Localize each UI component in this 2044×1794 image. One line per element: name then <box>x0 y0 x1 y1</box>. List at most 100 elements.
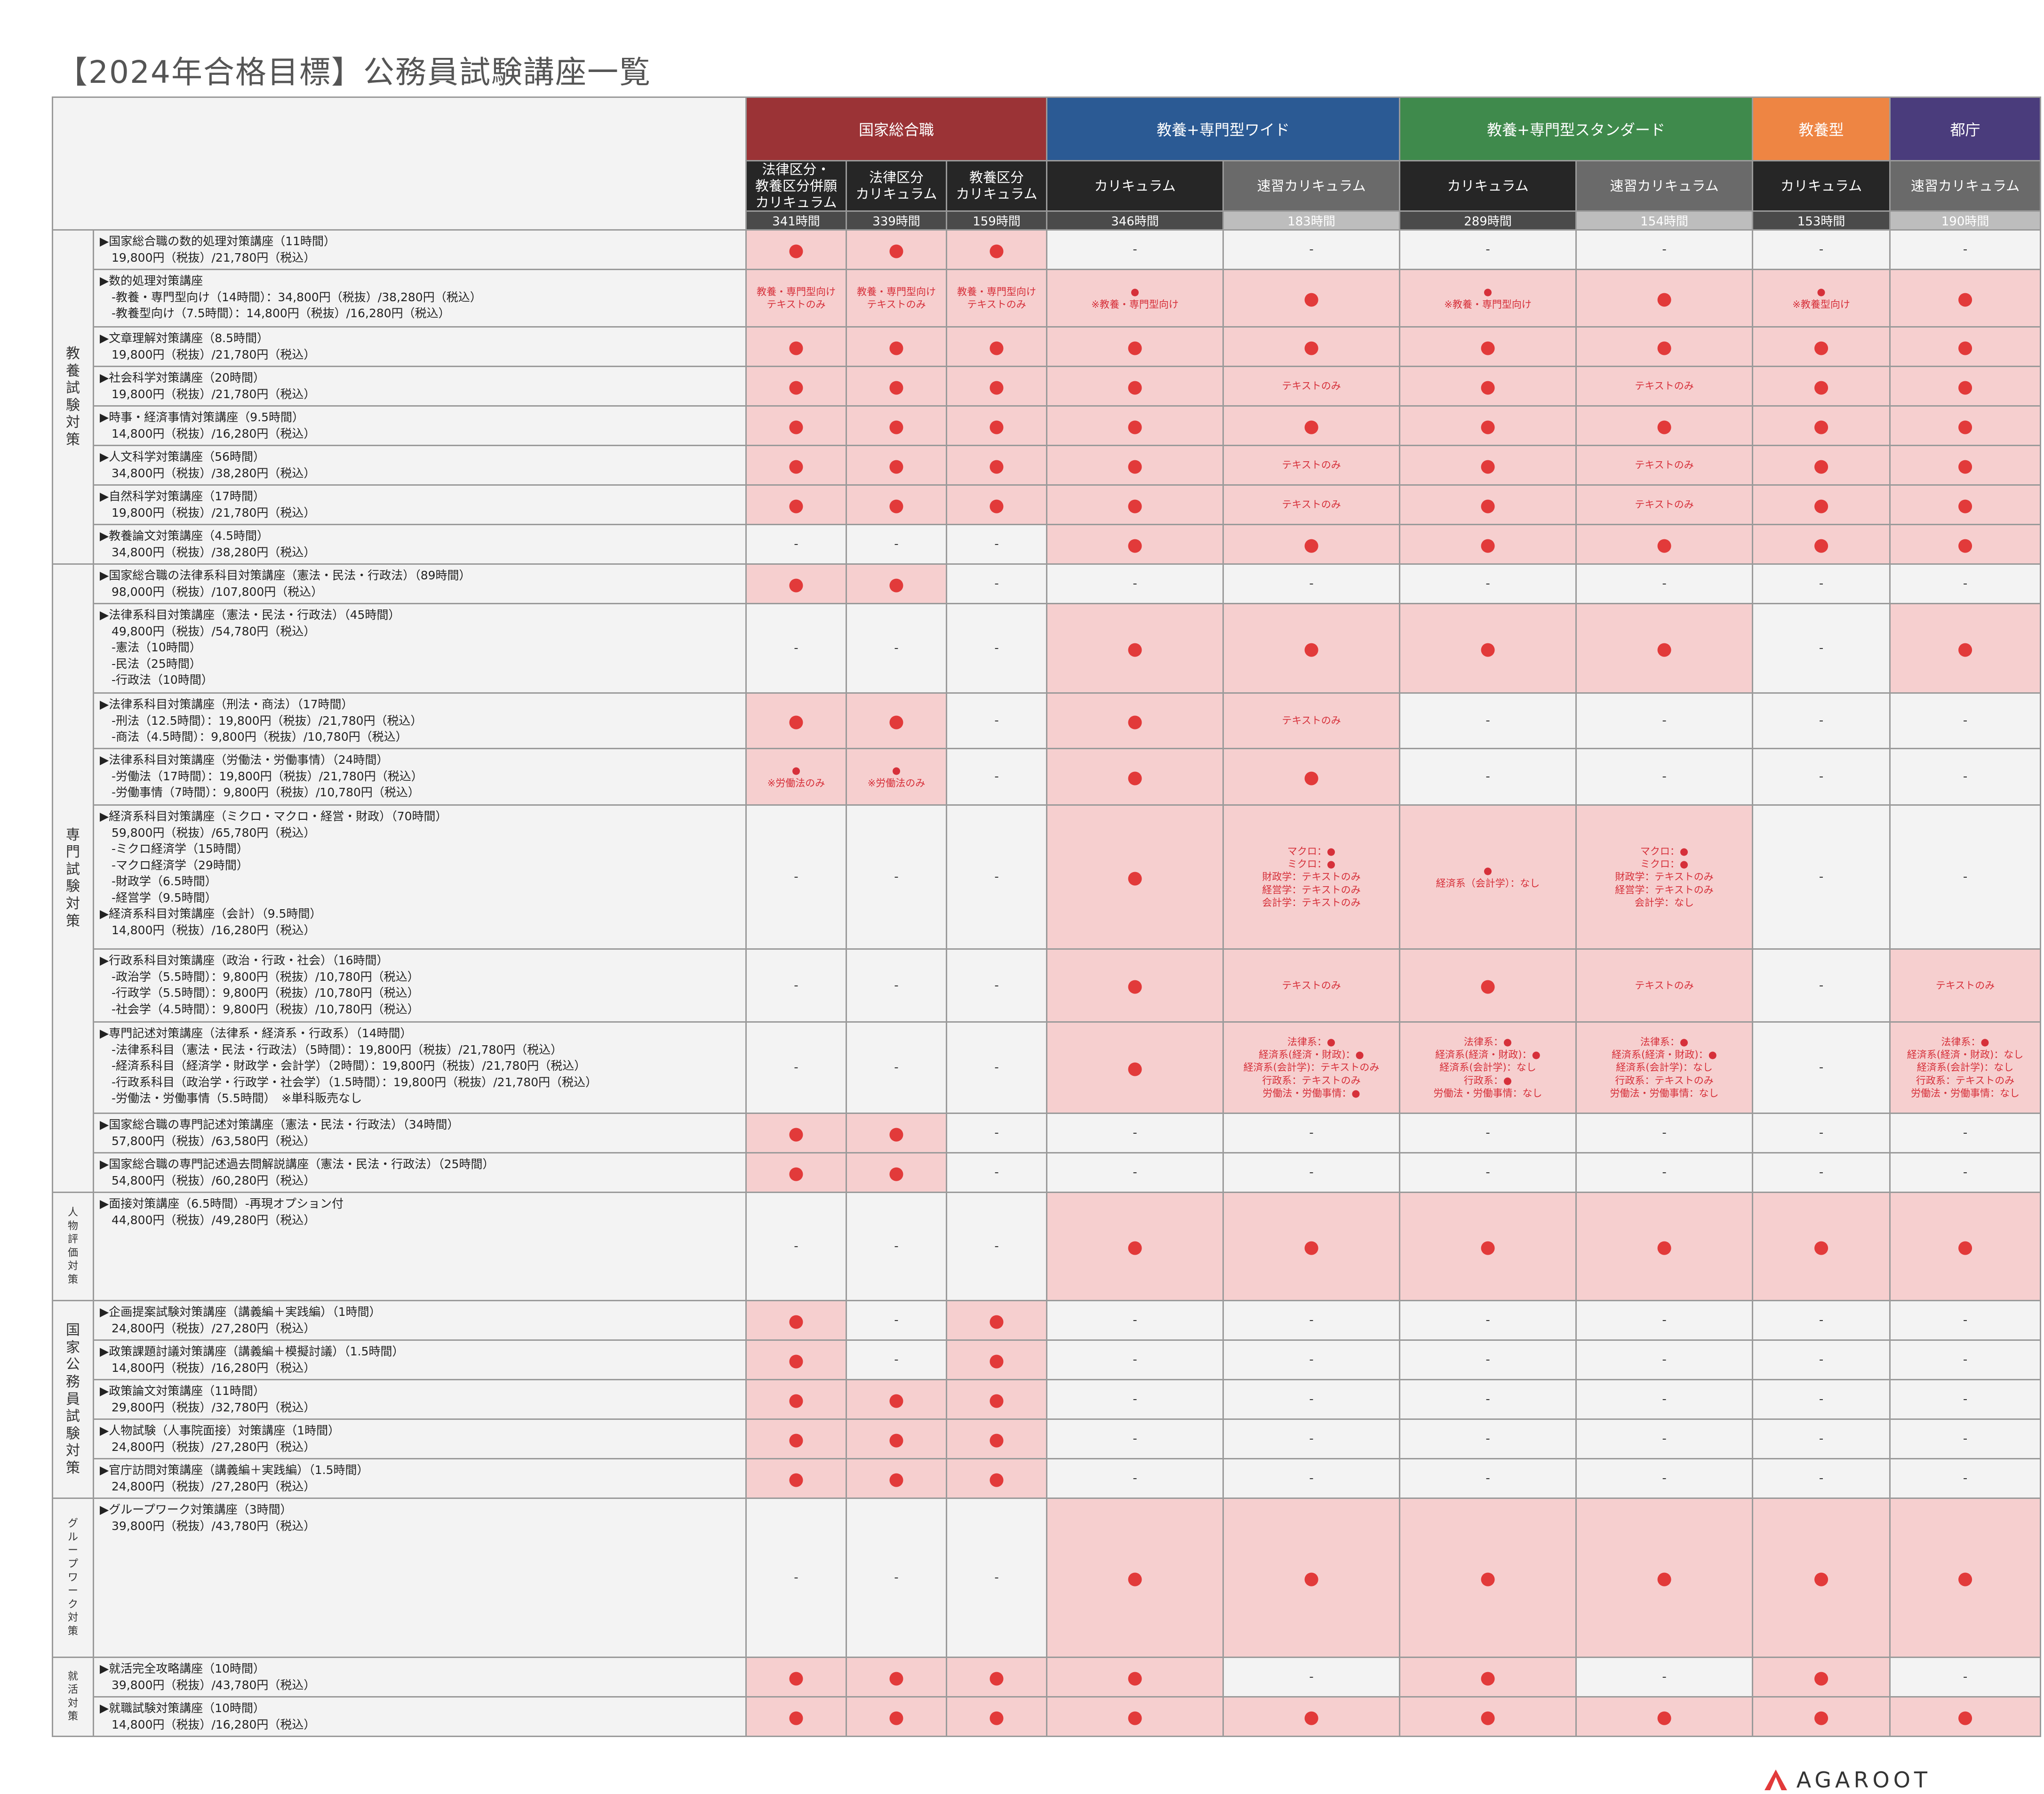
availability-included: ● <box>1046 804 1224 950</box>
curriculum-hours: 154時間 <box>1575 210 1754 231</box>
dash-mark: - <box>1485 1353 1490 1367</box>
availability-included: ● <box>1889 445 2042 486</box>
included-dot-icon: ● <box>1957 336 1973 357</box>
availability-included: ● <box>745 1339 847 1381</box>
dash-mark: - <box>1309 577 1314 591</box>
availability-note-text: 法律系：● 経済系(経済・財政)：● 経済系(会計学)：なし 行政系：テキストの… <box>1610 1036 1719 1099</box>
availability-included: ● <box>1752 484 1891 526</box>
availability-none: - <box>1575 748 1754 806</box>
availability-included: ● <box>846 563 947 605</box>
included-dot-icon: ● <box>788 376 804 397</box>
availability-included: ● <box>945 1418 1048 1460</box>
availability-none: - <box>1752 1339 1891 1381</box>
availability-note-text: ● ※教養・専門型向け <box>1091 286 1179 310</box>
included-dot-icon: ● <box>888 573 904 594</box>
availability-included: ● <box>745 1696 847 1738</box>
availability-included: ● <box>1752 1657 1891 1698</box>
availability-none: - <box>1575 1152 1754 1193</box>
included-dot-icon: ● <box>1127 766 1143 787</box>
availability-note: テキストのみ <box>1575 366 1754 407</box>
availability-included: ● <box>1399 1657 1577 1698</box>
availability-none: - <box>1046 1458 1224 1499</box>
availability-included: ● <box>1752 326 1891 368</box>
dash-mark: - <box>1662 1392 1667 1407</box>
included-dot-icon: ● <box>788 1162 804 1183</box>
dash-mark: - <box>1133 1126 1137 1140</box>
dash-mark: - <box>1133 577 1137 591</box>
course-name: ▶国家総合職の数的処理対策講座（11時間） 19,800円（税抜）/21,780… <box>93 229 747 271</box>
availability-included: ● <box>1222 603 1401 694</box>
course-text: ▶政策論文対策講座（11時間） 29,800円（税抜）/32,780円（税込） <box>100 1384 316 1414</box>
course-row: ▶教養論文対策講座（4.5時間） 34,800円（税抜）/38,280円（税込）… <box>53 524 2042 565</box>
course-name: ▶官庁訪問対策講座（講義編＋実践編）（1.5時間） 24,800円（税抜）/27… <box>93 1458 747 1499</box>
included-dot-icon: ● <box>1656 336 1672 357</box>
availability-note-text: ● ※労働法のみ <box>767 764 825 789</box>
availability-included: ● <box>1399 524 1577 565</box>
availability-none: - <box>1889 1300 2042 1341</box>
availability-none: - <box>1046 1339 1224 1381</box>
dash-mark: - <box>1963 870 1968 884</box>
included-dot-icon: ● <box>1813 534 1829 555</box>
dash-mark: - <box>794 1239 798 1254</box>
course-text: ▶専門記述対策講座（法律系・経済系・行政系）（14時間） -法律系科目（憲法・民… <box>100 1026 598 1105</box>
curriculum-hours: 159時間 <box>945 210 1048 231</box>
course-text: ▶数的処理対策講座 -教養・専門型向け（14時間）：34,800円（税抜）/38… <box>100 274 482 320</box>
dash-mark: - <box>1485 577 1490 591</box>
course-name: ▶行政系科目対策講座（政治・行政・社会）（16時間） -政治学（5.5時間）：9… <box>93 948 747 1023</box>
included-dot-icon: ● <box>1480 534 1496 555</box>
dash-mark: - <box>994 1126 999 1140</box>
course-text: ▶国家総合職の専門記述対策講座（憲法・民法・行政法）（34時間） 57,800円… <box>100 1118 459 1148</box>
course-row: ▶政策課題討議対策講座（講義編＋模擬討議）（1.5時間） 14,800円（税抜）… <box>53 1339 2042 1381</box>
availability-none: - <box>1752 1021 1891 1114</box>
dash-mark: - <box>1662 577 1667 591</box>
included-dot-icon: ● <box>1480 1567 1496 1588</box>
included-dot-icon: ● <box>1127 455 1143 476</box>
curriculum-header: カリキュラム <box>1399 160 1577 212</box>
course-text: ▶経済系科目対策講座（ミクロ・マクロ・経営・財政）（70時間） 59,800円（… <box>100 809 447 937</box>
availability-included: ● <box>1046 366 1224 407</box>
dash-mark: - <box>994 1165 999 1180</box>
availability-included: ● <box>1752 1192 1891 1302</box>
availability-none: - <box>1889 229 2042 271</box>
included-dot-icon: ● <box>989 376 1005 397</box>
availability-note: マクロ：● ミクロ：● 財政学：テキストのみ 経営学：テキストのみ 会計学：テキ… <box>1222 804 1401 950</box>
availability-included: ● <box>745 1152 847 1193</box>
curriculum-label: 教養区分 カリキュラム <box>956 169 1038 202</box>
included-dot-icon: ● <box>1127 1236 1143 1257</box>
availability-included: ● <box>1889 524 2042 565</box>
included-dot-icon: ● <box>788 1666 804 1688</box>
availability-note: ● ※教養・専門型向け <box>1046 269 1224 328</box>
availability-included: ● <box>1752 445 1891 486</box>
course-text: ▶行政系科目対策講座（政治・行政・社会）（16時間） -政治学（5.5時間）：9… <box>100 953 419 1016</box>
dash-mark: - <box>1963 577 1968 591</box>
included-dot-icon: ● <box>888 455 904 476</box>
availability-none: - <box>1752 748 1891 806</box>
included-dot-icon: ● <box>1480 1706 1496 1727</box>
availability-none: - <box>1575 1458 1754 1499</box>
dash-mark: - <box>794 1060 798 1075</box>
availability-none: - <box>945 524 1048 565</box>
dash-mark: - <box>1309 1471 1314 1486</box>
course-name: ▶就活完全攻略講座（10時間） 39,800円（税抜）/43,780円（税込） <box>93 1657 747 1698</box>
course-text: ▶国家総合職の専門記述過去問解説講座（憲法・民法・行政法）（25時間） 54,8… <box>100 1157 495 1187</box>
included-dot-icon: ● <box>1303 1567 1319 1588</box>
included-dot-icon: ● <box>1656 1706 1672 1727</box>
included-dot-icon: ● <box>1813 1236 1829 1257</box>
availability-none: - <box>1046 1418 1224 1460</box>
availability-none: - <box>1222 229 1401 271</box>
included-dot-icon: ● <box>888 336 904 357</box>
availability-note: 教養・専門型向け テキストのみ <box>745 269 847 328</box>
availability-none: - <box>846 1300 947 1341</box>
curriculum-hours: 341時間 <box>745 210 847 231</box>
availability-included: ● <box>945 1379 1048 1420</box>
availability-included: ● <box>1046 1021 1224 1114</box>
course-row: ▶国家総合職の専門記述対策講座（憲法・民法・行政法）（34時間） 57,800円… <box>53 1113 2042 1154</box>
dash-mark: - <box>1485 1471 1490 1486</box>
availability-note-text: ● 経済系（会計学）：なし <box>1436 865 1540 889</box>
availability-included: ● <box>1046 948 1224 1023</box>
availability-none: - <box>1889 804 2042 950</box>
included-dot-icon: ● <box>788 1389 804 1410</box>
included-dot-icon: ● <box>888 1162 904 1183</box>
included-dot-icon: ● <box>1480 1236 1496 1257</box>
course-text: ▶文章理解対策講座（8.5時間） 19,800円（税抜）/21,780円（税込） <box>100 331 316 361</box>
